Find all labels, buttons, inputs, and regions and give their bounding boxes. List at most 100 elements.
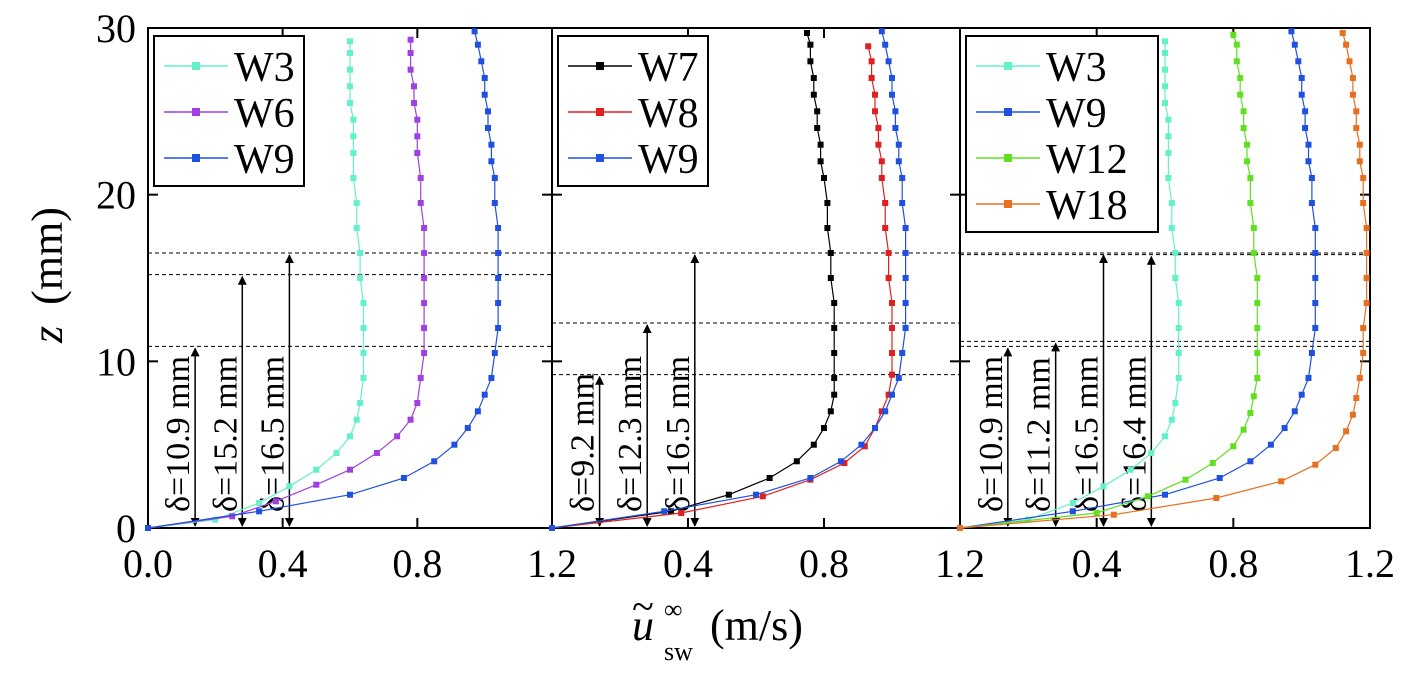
data-point	[1247, 200, 1254, 206]
data-point	[1298, 75, 1305, 81]
legend-label: W6	[234, 91, 295, 137]
data-point	[1175, 325, 1182, 331]
data-point	[1353, 125, 1360, 131]
data-point	[1356, 158, 1363, 165]
data-point	[827, 408, 834, 415]
data-point	[353, 225, 360, 231]
data-point	[1069, 508, 1076, 515]
data-point	[1363, 250, 1370, 256]
data-point	[885, 250, 892, 256]
panel-frame	[959, 27, 1371, 529]
data-point	[481, 91, 488, 98]
data-point	[725, 491, 732, 498]
data-point	[1250, 225, 1257, 231]
data-point	[1162, 100, 1168, 106]
data-point	[1213, 495, 1220, 501]
data-point	[414, 133, 421, 140]
data-point	[831, 350, 838, 356]
data-point	[1233, 58, 1240, 65]
data-point	[668, 508, 674, 515]
x-tick-label: 0.4	[1072, 541, 1122, 586]
x-tick-label: 0.8	[799, 541, 849, 586]
data-point	[421, 300, 428, 306]
data-point	[1172, 400, 1179, 406]
data-point	[488, 375, 495, 381]
x-axis-title-tilde: ~	[632, 584, 654, 629]
data-point	[431, 458, 438, 465]
legend-marker	[596, 154, 604, 162]
data-point	[1209, 460, 1216, 466]
data-point	[1360, 200, 1367, 206]
data-point	[407, 416, 414, 423]
data-point	[1247, 175, 1254, 181]
data-point	[902, 300, 909, 306]
data-point	[495, 225, 502, 231]
data-point	[1312, 325, 1319, 331]
x-tick-label: 1.2	[527, 541, 577, 586]
data-point	[1237, 75, 1244, 81]
data-point	[1363, 275, 1370, 281]
data-point	[1349, 411, 1356, 418]
data-point	[286, 483, 293, 490]
data-point	[1175, 375, 1182, 381]
data-point	[807, 475, 814, 481]
data-point	[1247, 410, 1254, 416]
data-point	[1363, 225, 1370, 231]
data-point	[875, 141, 882, 148]
data-point	[1247, 458, 1254, 465]
data-point	[1025, 516, 1032, 523]
data-point	[1295, 58, 1302, 65]
delta-label: δ=12.3 mm	[612, 356, 649, 512]
legend-marker	[192, 154, 200, 162]
data-point	[394, 433, 401, 440]
data-point	[421, 225, 428, 231]
data-point	[478, 58, 485, 65]
data-point	[347, 83, 353, 90]
data-point	[313, 466, 320, 473]
data-point	[1346, 58, 1353, 65]
data-point	[313, 481, 320, 488]
data-point	[892, 108, 899, 115]
data-point	[549, 525, 555, 531]
data-point	[350, 150, 357, 156]
data-point	[868, 58, 875, 65]
data-point	[485, 108, 491, 115]
data-point	[889, 300, 895, 306]
data-point	[1244, 158, 1250, 165]
data-point	[810, 91, 817, 98]
x-axis-title: ~ u ∞ sw (m/s)	[632, 584, 803, 666]
data-point	[1127, 466, 1134, 473]
data-point	[1349, 75, 1356, 81]
data-point	[414, 150, 421, 156]
data-point	[882, 225, 889, 231]
data-point	[821, 175, 827, 181]
x-axis-title-sub: sw	[664, 637, 693, 666]
data-point	[889, 391, 895, 398]
data-point	[817, 141, 824, 148]
data-point	[485, 125, 491, 131]
data-point	[882, 200, 889, 206]
x-tick-label: 1.2	[935, 541, 985, 586]
data-point	[360, 375, 367, 381]
data-point	[1172, 250, 1179, 256]
series-W9	[145, 28, 502, 531]
data-point	[1278, 478, 1285, 485]
data-point	[145, 525, 151, 531]
data-point	[661, 508, 668, 515]
data-point	[766, 475, 773, 481]
legend-box	[965, 35, 1159, 233]
data-point	[827, 275, 834, 281]
data-point	[1233, 41, 1240, 48]
data-point	[1148, 450, 1155, 456]
data-point	[1360, 325, 1367, 331]
data-point	[491, 175, 498, 181]
data-point	[407, 66, 414, 73]
data-point	[481, 75, 488, 81]
data-point	[353, 416, 360, 423]
x-tick-label: 0.4	[663, 541, 713, 586]
data-point	[347, 100, 353, 106]
data-point	[1100, 483, 1107, 490]
data-point	[488, 158, 495, 165]
